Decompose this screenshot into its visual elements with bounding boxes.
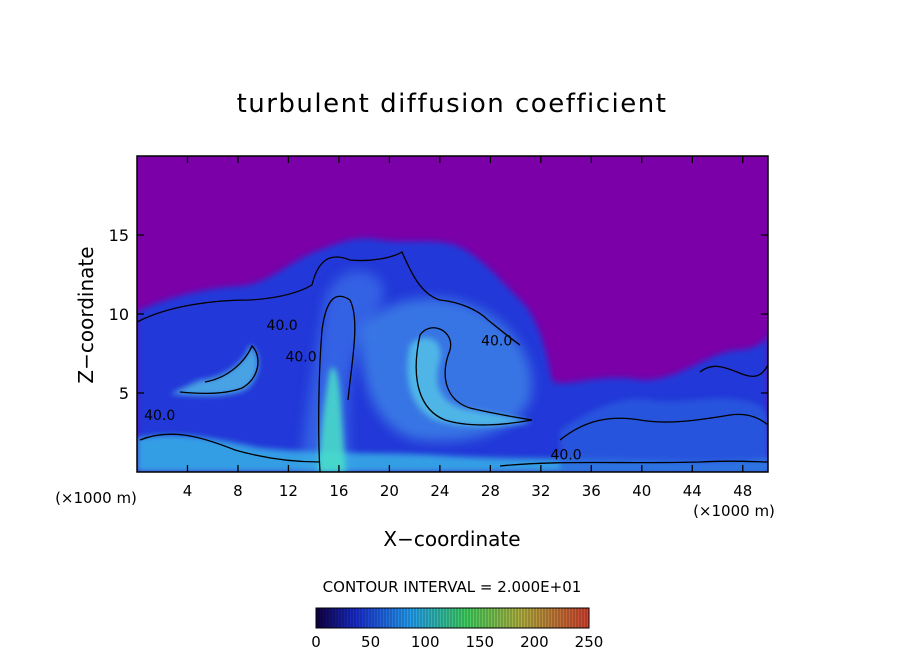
contour-line [499,460,768,467]
x-tick-label: 44 [683,482,702,500]
contour-label: 40.0 [481,334,512,350]
colorbar-tick-label: 250 [575,633,604,651]
x-tick-label: 40 [632,482,651,500]
contour-line [137,251,521,346]
plume-stem [318,367,346,472]
contour-lines [137,251,768,472]
x-tick-label: 12 [279,482,298,500]
turbulence-field [137,238,768,472]
contour-line [415,327,533,426]
x-left-unit-label: (×1000 m) [55,489,137,507]
left-curl [170,345,259,396]
contour-interval-label: CONTOUR INTERVAL = 2.000E+01 [323,578,582,596]
y-tick-label: 15 [109,226,129,245]
contour-line [179,344,259,395]
x-tick-label: 20 [380,482,399,500]
x-tick-label: 8 [233,482,243,500]
chart-title: turbulent diffusion coefficient [237,89,668,119]
colorbar-tick-label: 0 [311,633,321,651]
colorbar-tick-label: 100 [411,633,440,651]
x-tick-label: 4 [183,482,193,500]
vortex-region [360,298,532,442]
colorbar-tick-label: 200 [520,633,549,651]
x-tick-label: 16 [329,482,348,500]
contour-labels: 40.0 40.0 40.0 40.0 40.0 [144,318,582,464]
contour-line [699,364,768,377]
x-tick-label: 48 [733,482,752,500]
contour-label: 40.0 [285,349,316,365]
x-tick-label: 32 [531,482,550,500]
contour-label: 40.0 [144,408,175,424]
y-tick-label: 10 [109,305,129,324]
y-axis: 5 10 15 [109,226,768,403]
x-tick-label: 36 [582,482,601,500]
contour-line [139,433,321,463]
colorbar-gradient [316,608,589,628]
colorbar-ticks: 0 50 100 150 200 250 [311,633,603,651]
contour-line [318,295,356,472]
plume-region [300,270,384,472]
x-tick-label: 28 [481,482,500,500]
colorbar-tick-label: 50 [361,633,380,651]
colorbar: 0 50 100 150 200 250 [311,607,603,651]
contour-label: 40.0 [550,447,581,463]
colorbar-frame [315,607,590,629]
colorbar-tick-label: 150 [465,633,494,651]
colorbar-stripes [318,608,587,628]
y-tick-label: 5 [119,384,129,403]
x-axis-title: X−coordinate [383,527,520,551]
x-right-unit-label: (×1000 m) [693,502,775,520]
plot-area: 40.0 40.0 40.0 40.0 40.0 [137,156,768,472]
vortex-core [407,337,532,427]
x-tick-label: 24 [430,482,449,500]
y-axis-title: Z−coordinate [74,246,98,383]
contour-line [559,413,768,441]
contour-label: 40.0 [267,318,298,334]
x-axis: 4 8 12 16 20 24 28 32 36 40 44 48 [183,156,752,500]
